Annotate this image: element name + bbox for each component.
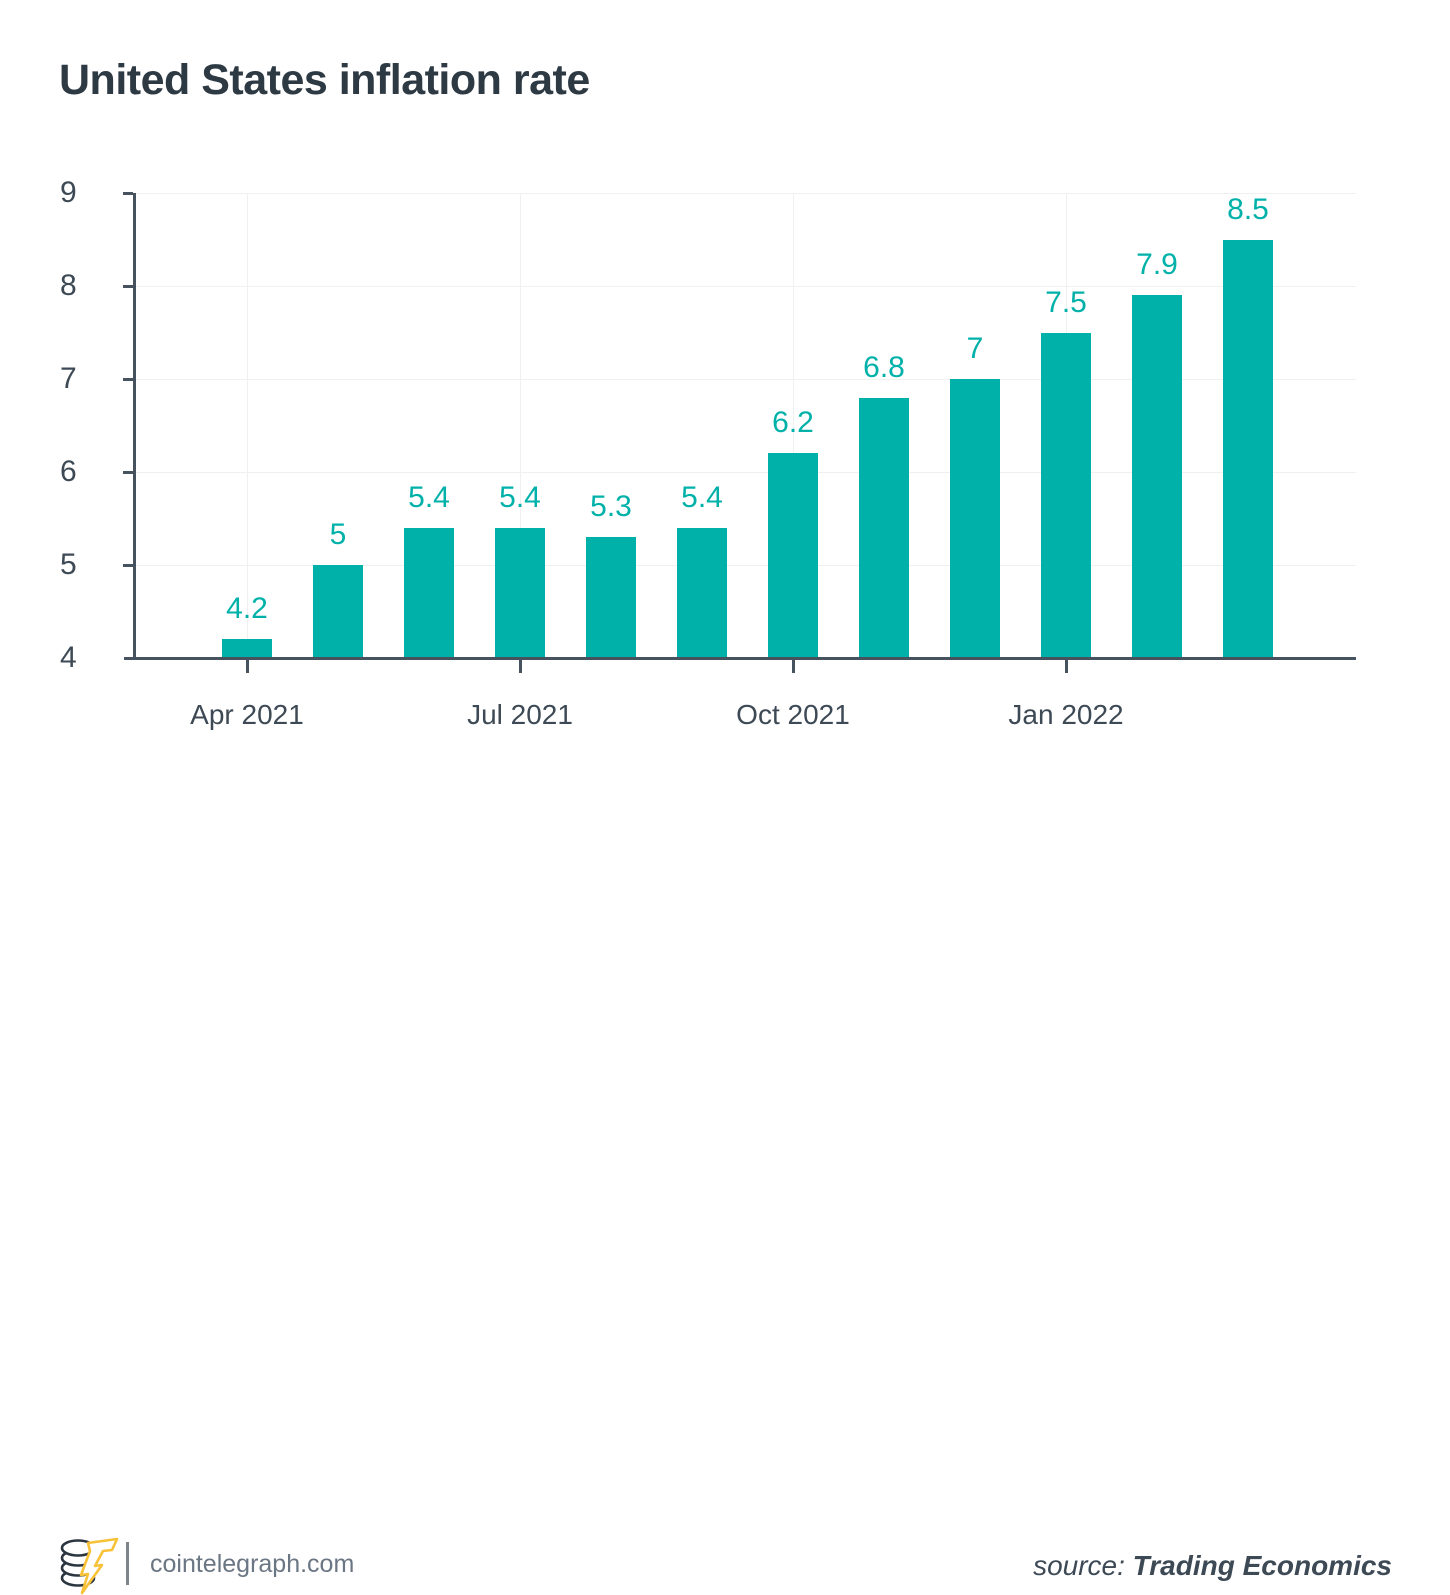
chart-title: United States inflation rate [59, 56, 590, 104]
y-axis-label: 5 [60, 548, 77, 581]
y-axis-label: 8 [60, 269, 77, 302]
x-axis-label: Jul 2021 [467, 699, 573, 730]
y-axis-tick [122, 563, 133, 567]
bar [950, 379, 1000, 658]
source-name: Trading Economics [1132, 1550, 1392, 1581]
x-axis-tick [518, 659, 522, 673]
x-axis-label: Apr 2021 [190, 699, 304, 730]
y-axis-label: 6 [60, 455, 77, 488]
bar-value-label: 5 [329, 518, 347, 551]
bar-value-label: 4.2 [226, 592, 268, 626]
bar-value-label: 7 [966, 332, 984, 365]
bar-value-label: 5.3 [590, 490, 632, 524]
site-label: cointelegraph.com [150, 1550, 355, 1578]
page: United States inflation rate 4.2 5 5.4 5.4 5… [0, 56, 1450, 1595]
bar [1223, 239, 1273, 658]
bar [495, 527, 545, 658]
v-gridline [246, 193, 248, 658]
x-axis-label: Oct 2021 [736, 699, 850, 730]
bar-value-label: 8.5 [1227, 192, 1269, 226]
bar-value-label: 7.5 [1045, 285, 1087, 319]
h-gridline [134, 471, 1356, 473]
y-axis-tick [122, 284, 133, 288]
bar-value-label: 7.9 [1136, 248, 1178, 282]
cointelegraph-logo-icon [60, 1537, 119, 1595]
x-axis-baseline [124, 656, 1356, 660]
bar [222, 639, 272, 658]
y-axis-label: 7 [60, 362, 77, 395]
chart-area: 4.2 5 5.4 5.4 5.3 5.4 6.2 6.8 7 7.5 7.9 8.5 9 8 7 6 5 4 Ap… [60, 176, 1356, 730]
source-label: source: Trading Economics [1033, 1549, 1392, 1583]
v-gridline [519, 193, 521, 658]
x-axis-tick [245, 659, 249, 673]
x-axis-tick [1064, 659, 1068, 673]
h-gridline [134, 564, 1356, 566]
footer: cointelegraph.com source: Trading Econom… [0, 763, 1450, 1595]
bar [677, 527, 727, 658]
bar-value-label: 6.8 [863, 350, 905, 384]
bar-value-label: 5.4 [681, 480, 723, 514]
y-axis-tick [122, 377, 133, 381]
bar [313, 565, 363, 658]
y-axis-tick [122, 191, 133, 195]
h-gridline [134, 192, 1356, 194]
y-axis-tick [122, 470, 133, 474]
bar [768, 453, 818, 658]
bar [404, 527, 454, 658]
y-axis-spine [132, 193, 136, 660]
x-axis-label: Jan 2022 [1008, 699, 1124, 730]
bar [859, 397, 909, 658]
source-prefix: source: [1033, 1550, 1125, 1581]
y-axis-label: 4 [60, 641, 77, 674]
bar [1132, 295, 1182, 658]
h-gridline [134, 285, 1356, 287]
bar-value-label: 6.2 [772, 406, 814, 440]
bar-value-label: 5.4 [408, 480, 450, 514]
bar-value-label: 5.4 [499, 480, 541, 514]
y-axis-label: 9 [60, 176, 77, 209]
bar [1041, 332, 1091, 658]
h-gridline [134, 378, 1356, 380]
v-gridline [792, 193, 794, 658]
bar [586, 537, 636, 658]
footer-divider [126, 1542, 129, 1585]
x-axis-tick [791, 659, 795, 673]
